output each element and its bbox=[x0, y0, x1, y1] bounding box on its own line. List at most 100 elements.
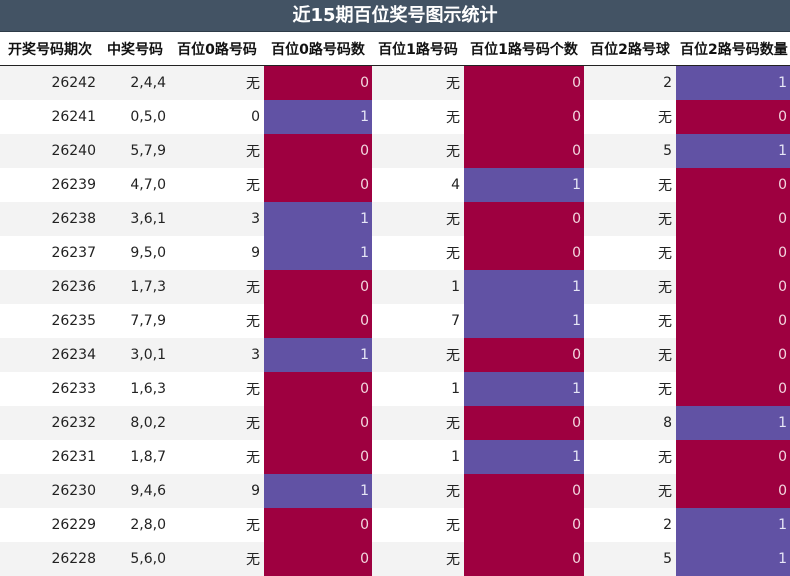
header-route1-number: 百位1路号码 bbox=[372, 32, 464, 66]
route2-number-cell: 无 bbox=[584, 168, 676, 202]
route2-count-cell: 1 bbox=[676, 508, 790, 542]
route0-number-cell: 无 bbox=[170, 270, 264, 304]
route1-count-cell: 0 bbox=[464, 338, 584, 372]
route1-count-cell: 0 bbox=[464, 542, 584, 576]
table-row: 26238 3,6,1 3 1 无 0 无 0 bbox=[0, 202, 790, 236]
route1-number-cell: 7 bbox=[372, 304, 464, 338]
route0-number-cell: 无 bbox=[170, 542, 264, 576]
period-cell: 26240 bbox=[0, 134, 100, 168]
table-body: 26242 2,4,4 无 0 无 0 2 1 26241 0,5,0 0 1 无 0 无 0 26240 5,7… bbox=[0, 65, 790, 576]
header-period: 开奖号码期次 bbox=[0, 32, 100, 66]
table-row: 26232 8,0,2 无 0 无 0 8 1 bbox=[0, 406, 790, 440]
route1-count-cell: 0 bbox=[464, 474, 584, 508]
route2-number-cell: 无 bbox=[584, 270, 676, 304]
table-row: 26229 2,8,0 无 0 无 0 2 1 bbox=[0, 508, 790, 542]
route1-number-cell: 1 bbox=[372, 372, 464, 406]
route2-number-cell: 无 bbox=[584, 338, 676, 372]
header-route0-count: 百位0路号码数 bbox=[264, 32, 372, 66]
route2-number-cell: 2 bbox=[584, 508, 676, 542]
stats-table: 开奖号码期次 中奖号码 百位0路号码 百位0路号码数 百位1路号码 百位1路号码… bbox=[0, 32, 790, 576]
route1-number-cell: 无 bbox=[372, 406, 464, 440]
table-row: 26237 9,5,0 9 1 无 0 无 0 bbox=[0, 236, 790, 270]
route2-count-cell: 0 bbox=[676, 304, 790, 338]
route1-count-cell: 0 bbox=[464, 134, 584, 168]
route0-number-cell: 3 bbox=[170, 338, 264, 372]
route2-number-cell: 无 bbox=[584, 202, 676, 236]
route0-number-cell: 无 bbox=[170, 65, 264, 100]
period-cell: 26231 bbox=[0, 440, 100, 474]
route0-count-cell: 0 bbox=[264, 134, 372, 168]
period-cell: 26232 bbox=[0, 406, 100, 440]
route2-number-cell: 无 bbox=[584, 100, 676, 134]
route2-count-cell: 1 bbox=[676, 134, 790, 168]
route2-number-cell: 无 bbox=[584, 372, 676, 406]
route1-count-cell: 1 bbox=[464, 372, 584, 406]
period-cell: 26238 bbox=[0, 202, 100, 236]
route1-count-cell: 1 bbox=[464, 304, 584, 338]
route0-count-cell: 1 bbox=[264, 236, 372, 270]
route0-number-cell: 无 bbox=[170, 304, 264, 338]
route0-number-cell: 无 bbox=[170, 406, 264, 440]
route0-count-cell: 0 bbox=[264, 270, 372, 304]
route0-number-cell: 3 bbox=[170, 202, 264, 236]
header-route2-number: 百位2路号球 bbox=[584, 32, 676, 66]
winning-number-cell: 4,7,0 bbox=[100, 168, 170, 202]
route2-count-cell: 0 bbox=[676, 236, 790, 270]
route1-count-cell: 1 bbox=[464, 440, 584, 474]
period-cell: 26239 bbox=[0, 168, 100, 202]
winning-number-cell: 3,6,1 bbox=[100, 202, 170, 236]
route2-number-cell: 无 bbox=[584, 474, 676, 508]
route0-count-cell: 1 bbox=[264, 202, 372, 236]
route2-number-cell: 5 bbox=[584, 134, 676, 168]
route2-number-cell: 无 bbox=[584, 304, 676, 338]
route0-number-cell: 9 bbox=[170, 236, 264, 270]
route2-count-cell: 0 bbox=[676, 168, 790, 202]
route1-count-cell: 0 bbox=[464, 100, 584, 134]
table-row: 26234 3,0,1 3 1 无 0 无 0 bbox=[0, 338, 790, 372]
route1-count-cell: 0 bbox=[464, 236, 584, 270]
table-row: 26231 1,8,7 无 0 1 1 无 0 bbox=[0, 440, 790, 474]
route1-number-cell: 无 bbox=[372, 542, 464, 576]
route1-number-cell: 无 bbox=[372, 202, 464, 236]
header-winning-number: 中奖号码 bbox=[100, 32, 170, 66]
table-row: 26239 4,7,0 无 0 4 1 无 0 bbox=[0, 168, 790, 202]
route2-count-cell: 0 bbox=[676, 100, 790, 134]
header-route0-number: 百位0路号码 bbox=[170, 32, 264, 66]
route0-number-cell: 无 bbox=[170, 440, 264, 474]
route2-count-cell: 1 bbox=[676, 65, 790, 100]
winning-number-cell: 8,0,2 bbox=[100, 406, 170, 440]
route1-number-cell: 4 bbox=[372, 168, 464, 202]
route0-number-cell: 无 bbox=[170, 168, 264, 202]
table-row: 26230 9,4,6 9 1 无 0 无 0 bbox=[0, 474, 790, 508]
table-row: 26235 7,7,9 无 0 7 1 无 0 bbox=[0, 304, 790, 338]
period-cell: 26233 bbox=[0, 372, 100, 406]
route1-number-cell: 1 bbox=[372, 270, 464, 304]
route0-count-cell: 0 bbox=[264, 406, 372, 440]
winning-number-cell: 1,7,3 bbox=[100, 270, 170, 304]
route0-number-cell: 0 bbox=[170, 100, 264, 134]
period-cell: 26228 bbox=[0, 542, 100, 576]
page-title: 近15期百位奖号图示统计 bbox=[0, 0, 790, 32]
route1-count-cell: 1 bbox=[464, 270, 584, 304]
header-route1-count: 百位1路号码个数 bbox=[464, 32, 584, 66]
route0-number-cell: 无 bbox=[170, 134, 264, 168]
winning-number-cell: 5,7,9 bbox=[100, 134, 170, 168]
period-cell: 26236 bbox=[0, 270, 100, 304]
winning-number-cell: 1,8,7 bbox=[100, 440, 170, 474]
winning-number-cell: 3,0,1 bbox=[100, 338, 170, 372]
table-row: 26242 2,4,4 无 0 无 0 2 1 bbox=[0, 65, 790, 100]
route2-number-cell: 2 bbox=[584, 65, 676, 100]
route2-count-cell: 0 bbox=[676, 202, 790, 236]
route2-count-cell: 0 bbox=[676, 474, 790, 508]
winning-number-cell: 2,4,4 bbox=[100, 65, 170, 100]
period-cell: 26234 bbox=[0, 338, 100, 372]
route1-number-cell: 无 bbox=[372, 134, 464, 168]
route1-number-cell: 无 bbox=[372, 100, 464, 134]
table-row: 26228 5,6,0 无 0 无 0 5 1 bbox=[0, 542, 790, 576]
route1-count-cell: 0 bbox=[464, 406, 584, 440]
route0-count-cell: 0 bbox=[264, 440, 372, 474]
period-cell: 26237 bbox=[0, 236, 100, 270]
route1-count-cell: 0 bbox=[464, 508, 584, 542]
winning-number-cell: 5,6,0 bbox=[100, 542, 170, 576]
route2-count-cell: 1 bbox=[676, 542, 790, 576]
